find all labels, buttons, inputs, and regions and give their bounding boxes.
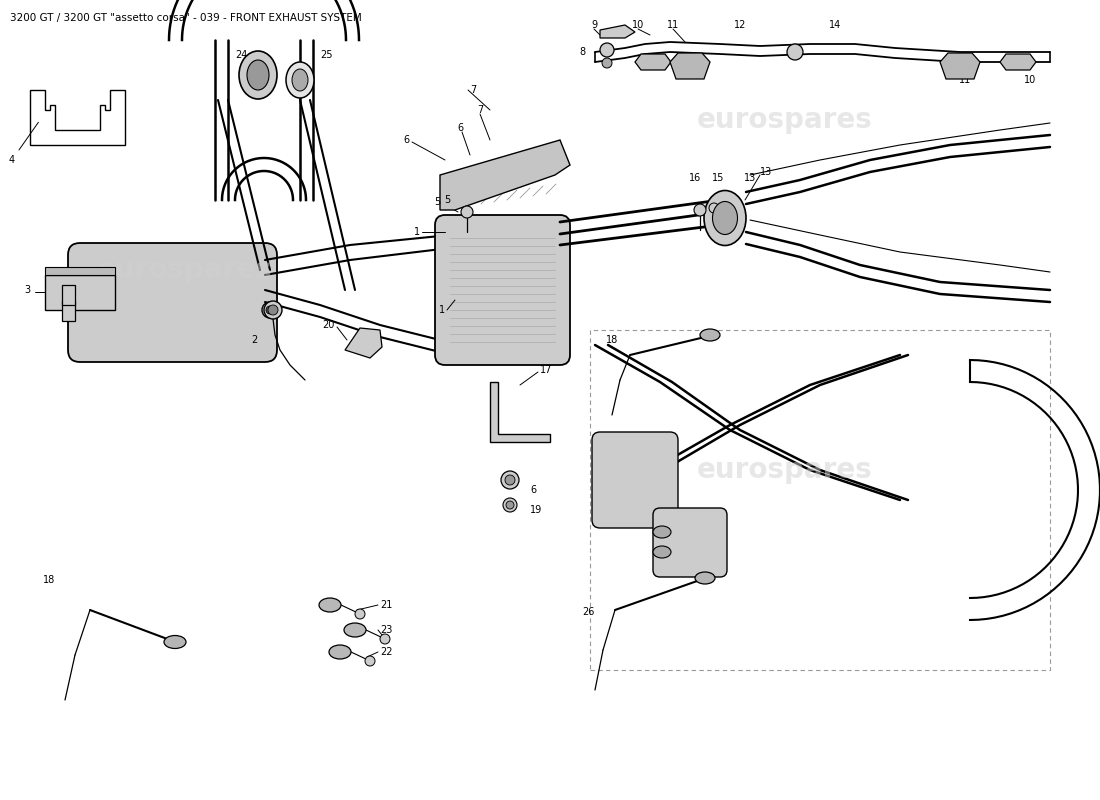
Ellipse shape [653,526,671,538]
Bar [590,330,1050,670]
Circle shape [786,44,803,60]
Circle shape [379,634,390,644]
Text: 14: 14 [829,20,842,30]
Text: 11: 11 [959,75,971,85]
Circle shape [602,58,612,68]
Text: 26: 26 [583,607,595,617]
Text: 19: 19 [530,505,542,515]
Bar [45,275,116,310]
Ellipse shape [286,62,313,98]
Text: 24: 24 [235,50,248,60]
Text: 3200 GT / 3200 GT "assetto corsa" - 039 - FRONT EXHAUST SYSTEM: 3200 GT / 3200 GT "assetto corsa" - 039 … [10,13,362,23]
Text: 8: 8 [579,47,585,57]
Circle shape [365,656,375,666]
Ellipse shape [319,598,341,612]
Text: 10: 10 [1024,75,1036,85]
Polygon shape [635,54,671,70]
Circle shape [694,204,706,216]
Ellipse shape [292,69,308,91]
Text: eurospares: eurospares [97,256,273,284]
Text: 1: 1 [414,227,420,237]
Circle shape [506,501,514,509]
Polygon shape [490,382,550,442]
Ellipse shape [653,546,671,558]
Text: 5: 5 [433,197,440,207]
Circle shape [600,43,614,57]
Text: 6: 6 [456,123,463,133]
Polygon shape [670,53,710,79]
Text: 1: 1 [439,305,446,315]
Text: 9: 9 [591,20,597,30]
Ellipse shape [248,60,270,90]
FancyBboxPatch shape [653,508,727,577]
Text: 7: 7 [470,85,476,95]
Text: 25: 25 [320,50,332,60]
Polygon shape [940,53,980,79]
Text: 22: 22 [379,647,393,657]
Circle shape [505,475,515,485]
Polygon shape [345,328,382,358]
FancyBboxPatch shape [68,243,277,362]
Text: 23: 23 [379,625,393,635]
Ellipse shape [704,190,746,246]
Ellipse shape [695,572,715,584]
Polygon shape [440,140,570,210]
Ellipse shape [713,202,737,234]
Text: 15: 15 [712,173,724,183]
Text: 2: 2 [252,335,258,345]
Ellipse shape [239,51,277,99]
Text: eurospares: eurospares [697,106,873,134]
Text: 3: 3 [24,285,30,295]
Circle shape [461,206,473,218]
Circle shape [355,609,365,619]
Text: 13: 13 [760,167,772,177]
Circle shape [262,302,278,318]
Text: 18: 18 [43,575,55,585]
Circle shape [500,471,519,489]
Polygon shape [62,301,75,321]
Polygon shape [1000,54,1036,70]
Ellipse shape [164,635,186,649]
Text: 11: 11 [667,20,679,30]
Text: 16: 16 [689,173,701,183]
Bar [45,267,116,275]
Text: 18: 18 [606,335,618,345]
Text: 5: 5 [443,195,450,205]
Text: 21: 21 [379,600,393,610]
Text: 12: 12 [734,20,746,30]
Circle shape [503,498,517,512]
Circle shape [268,305,278,315]
Ellipse shape [329,645,351,659]
Ellipse shape [700,329,720,341]
Text: 4: 4 [9,122,38,165]
Text: 17: 17 [540,365,552,375]
Text: 10: 10 [631,20,645,30]
Polygon shape [600,25,635,38]
Text: eurospares: eurospares [697,456,873,484]
Ellipse shape [344,623,366,637]
FancyBboxPatch shape [592,432,678,528]
Text: 6: 6 [404,135,410,145]
Text: 6: 6 [530,485,536,495]
Circle shape [266,306,274,314]
Circle shape [264,301,282,319]
Polygon shape [62,285,75,305]
Circle shape [710,203,719,213]
Text: 20: 20 [322,320,335,330]
Text: 7: 7 [477,105,483,115]
FancyBboxPatch shape [434,215,570,365]
Text: 13: 13 [744,173,756,183]
